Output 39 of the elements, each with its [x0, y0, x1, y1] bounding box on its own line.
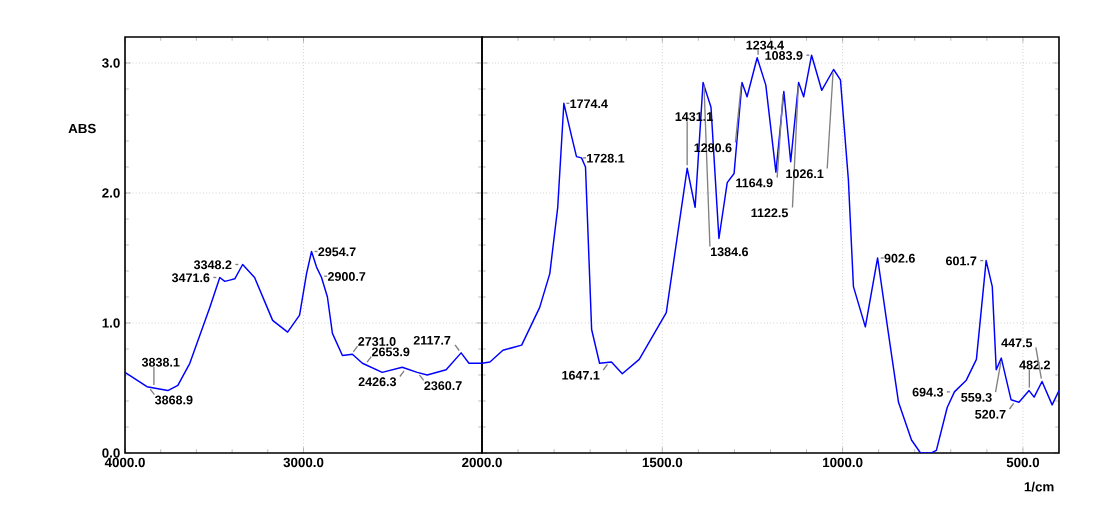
annotation: 559.3 — [961, 392, 992, 402]
annotation: 902.6 — [884, 253, 915, 263]
annotation: 1122.5 — [751, 208, 788, 218]
y-axis-title: ABS — [68, 123, 96, 134]
annotation: 2653.9 — [371, 347, 410, 357]
x-tick-label: 1500.0 — [642, 457, 683, 468]
annotation: 2426.3 — [358, 377, 397, 387]
annotation: 1026.1 — [786, 169, 824, 179]
x-tick-label: 500.0 — [1006, 457, 1040, 468]
y-tick-label: 1.0 — [102, 318, 120, 328]
x-tick-label: 2000.0 — [462, 457, 502, 468]
annotation: 694.3 — [912, 387, 944, 397]
annotation: 1728.1 — [587, 153, 625, 163]
annotation: 482.2 — [1019, 360, 1050, 370]
annotation: 2900.7 — [327, 272, 366, 281]
y-tick-label: 2.0 — [102, 188, 120, 198]
annotation: 1647.1 — [562, 370, 600, 380]
annotation: 3348.2 — [193, 260, 232, 270]
annotation: 2731.0 — [358, 337, 396, 346]
annotation: 2954.7 — [318, 247, 356, 257]
annotation: 520.7 — [975, 409, 1006, 419]
annotation: 1384.6 — [710, 247, 749, 257]
y-tick-label: 3.0 — [102, 58, 120, 68]
annotation: 1083.9 — [765, 51, 803, 60]
annotation: 3868.9 — [154, 395, 193, 405]
x-tick-label: 4000.0 — [104, 457, 145, 468]
annotation: 3838.1 — [141, 357, 180, 367]
annotation: 2360.7 — [424, 381, 462, 391]
annotation: 2117.7 — [413, 335, 451, 345]
x-axis-title: 1/cm — [1024, 481, 1054, 492]
annotation: 1774.4 — [570, 99, 608, 109]
annotation: 601.7 — [945, 256, 977, 266]
annotation: 1164.9 — [736, 178, 773, 188]
x-tick-label: 1000.0 — [823, 457, 863, 468]
x-tick-label: 3000.0 — [283, 457, 324, 468]
annotation: 3471.6 — [171, 273, 210, 283]
y-tick-label: 0.0 — [102, 448, 120, 458]
annotation: 447.5 — [1001, 338, 1033, 348]
annotation: 1234.4 — [746, 40, 785, 50]
